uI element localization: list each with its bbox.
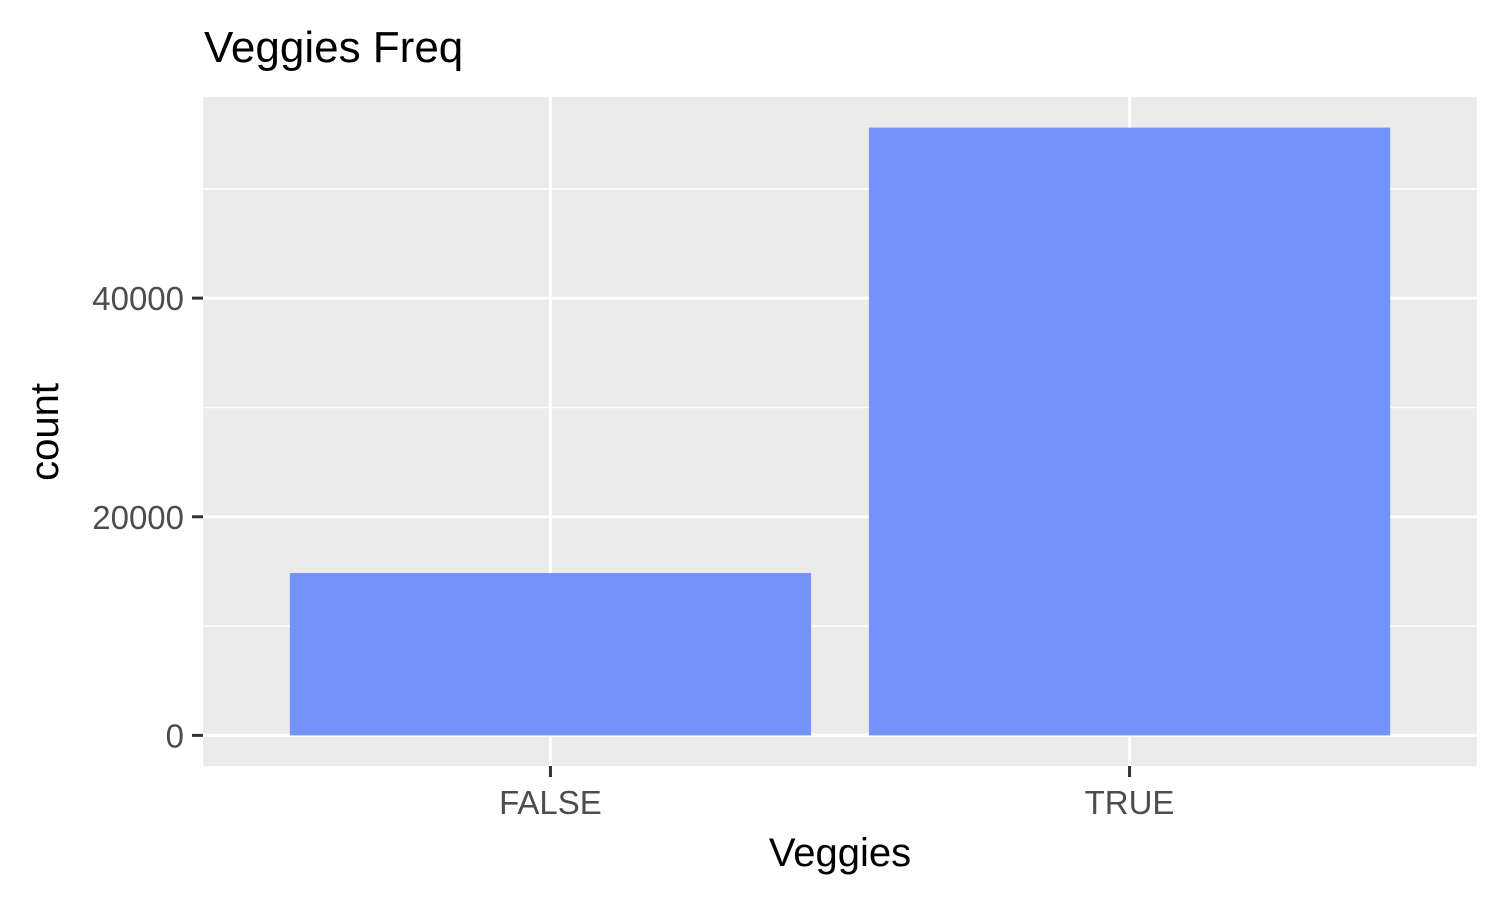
y-tick-label: 20000 xyxy=(92,499,184,536)
x-axis-title: Veggies xyxy=(769,831,911,875)
bar-false xyxy=(289,573,812,736)
y-axis-title: count xyxy=(23,383,67,481)
y-tick-label: 0 xyxy=(166,717,184,754)
chart-title: Veggies Freq xyxy=(204,23,463,72)
x-tick-label: TRUE xyxy=(1085,784,1175,821)
x-tick-label: FALSE xyxy=(499,784,602,821)
y-tick-label: 40000 xyxy=(92,280,184,317)
axes: 0 20000 40000 FALSE TRUE xyxy=(92,280,1174,821)
bar-true xyxy=(868,127,1391,736)
bars xyxy=(289,127,1391,736)
